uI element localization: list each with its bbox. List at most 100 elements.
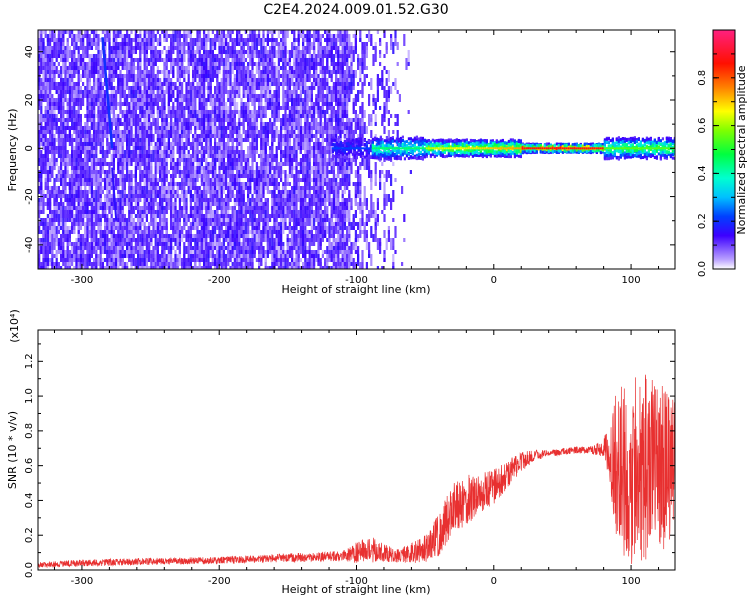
noise-cell bbox=[64, 182, 67, 194]
noise-cell bbox=[99, 102, 102, 106]
noise-cell bbox=[137, 210, 140, 214]
noise-cell bbox=[82, 266, 85, 269]
noise-cell bbox=[269, 146, 272, 150]
noise-cell bbox=[150, 190, 153, 194]
noise-cell bbox=[249, 166, 252, 170]
noise-cell bbox=[172, 238, 175, 242]
noise-cell bbox=[183, 94, 186, 102]
noise-cell bbox=[211, 170, 214, 174]
noise-cell bbox=[236, 190, 239, 202]
noise-cell bbox=[297, 242, 300, 246]
noise-cell bbox=[40, 174, 43, 178]
noise-cell bbox=[161, 110, 164, 114]
noise-cell bbox=[225, 62, 228, 66]
noise-cell bbox=[299, 102, 302, 106]
noise-cell bbox=[101, 246, 104, 254]
noise-cell bbox=[167, 182, 170, 186]
noise-cell bbox=[222, 246, 225, 250]
noise-cell bbox=[128, 50, 131, 58]
noise-cell bbox=[185, 98, 188, 106]
noise-cell bbox=[150, 206, 153, 214]
noise-cell bbox=[262, 202, 265, 206]
noise-cell bbox=[253, 42, 256, 54]
noise-cell bbox=[130, 266, 133, 269]
noise-cell bbox=[40, 198, 43, 202]
noise-cell bbox=[99, 74, 102, 86]
noise-cell bbox=[44, 62, 47, 70]
noise-cell bbox=[231, 182, 234, 186]
noise-cell bbox=[194, 110, 197, 118]
noise-cell bbox=[126, 162, 129, 166]
noise-cell bbox=[79, 190, 82, 202]
noise-cell bbox=[209, 114, 212, 118]
noise-cell bbox=[238, 130, 241, 142]
noise-cell bbox=[269, 162, 272, 174]
noise-cell bbox=[174, 110, 177, 122]
noise-cell bbox=[185, 146, 188, 150]
noise-cell bbox=[266, 154, 269, 158]
noise-cell bbox=[119, 106, 122, 114]
noise-cell bbox=[108, 250, 111, 254]
noise-cell bbox=[262, 30, 265, 34]
noise-cell bbox=[73, 202, 76, 210]
noise-cell bbox=[55, 174, 58, 178]
noise-cell bbox=[233, 230, 236, 242]
noise-cell bbox=[295, 230, 298, 234]
noise-cell bbox=[84, 126, 87, 130]
noise-cell bbox=[222, 266, 225, 269]
noise-cell bbox=[236, 266, 239, 269]
noise-cell bbox=[93, 82, 96, 86]
noise-cell bbox=[196, 178, 199, 182]
noise-cell bbox=[275, 250, 278, 262]
noise-cell bbox=[130, 118, 133, 122]
noise-cell bbox=[38, 186, 41, 190]
noise-cell bbox=[163, 238, 166, 242]
noise-cell bbox=[106, 122, 109, 126]
noise-cell bbox=[282, 170, 285, 174]
noise-cell bbox=[106, 174, 109, 178]
noise-cell bbox=[55, 58, 58, 62]
noise-cell bbox=[134, 58, 137, 62]
noise-cell bbox=[62, 218, 65, 226]
noise-cell bbox=[79, 134, 82, 138]
noise-cell bbox=[115, 222, 118, 226]
noise-cell bbox=[209, 162, 212, 166]
noise-cell bbox=[247, 50, 250, 58]
noise-cell bbox=[231, 98, 234, 102]
noise-cell bbox=[145, 78, 148, 82]
noise-cell bbox=[68, 254, 71, 258]
noise-cell bbox=[282, 230, 285, 234]
noise-cell bbox=[288, 62, 291, 66]
noise-cell bbox=[46, 102, 49, 114]
noise-cell bbox=[258, 134, 261, 138]
noise-cell bbox=[115, 154, 118, 158]
noise-cell bbox=[271, 146, 274, 150]
noise-cell bbox=[66, 50, 69, 58]
noise-cell bbox=[214, 34, 217, 46]
noise-cell bbox=[205, 46, 208, 50]
noise-cell bbox=[277, 234, 280, 246]
noise-cell bbox=[277, 194, 280, 206]
noise-cell bbox=[229, 46, 232, 58]
noise-cell bbox=[181, 158, 184, 162]
noise-cell bbox=[132, 38, 135, 42]
noise-cell bbox=[198, 54, 201, 58]
noise-cell bbox=[269, 242, 272, 246]
noise-cell bbox=[293, 42, 296, 46]
noise-cell bbox=[174, 174, 177, 178]
noise-cell bbox=[79, 98, 82, 110]
noise-cell bbox=[163, 166, 166, 178]
noise-cell bbox=[121, 158, 124, 162]
noise-cell bbox=[174, 30, 177, 42]
noise-cell bbox=[176, 78, 179, 82]
noise-cell bbox=[73, 186, 76, 198]
noise-cell bbox=[216, 266, 219, 269]
noise-cell bbox=[66, 182, 69, 186]
noise-cell bbox=[227, 170, 230, 178]
noise-cell bbox=[225, 234, 228, 238]
noise-cell bbox=[183, 242, 186, 246]
noise-cell bbox=[148, 202, 151, 206]
noise-cell bbox=[291, 262, 294, 269]
noise-cell bbox=[159, 190, 162, 202]
noise-cell bbox=[110, 178, 113, 182]
